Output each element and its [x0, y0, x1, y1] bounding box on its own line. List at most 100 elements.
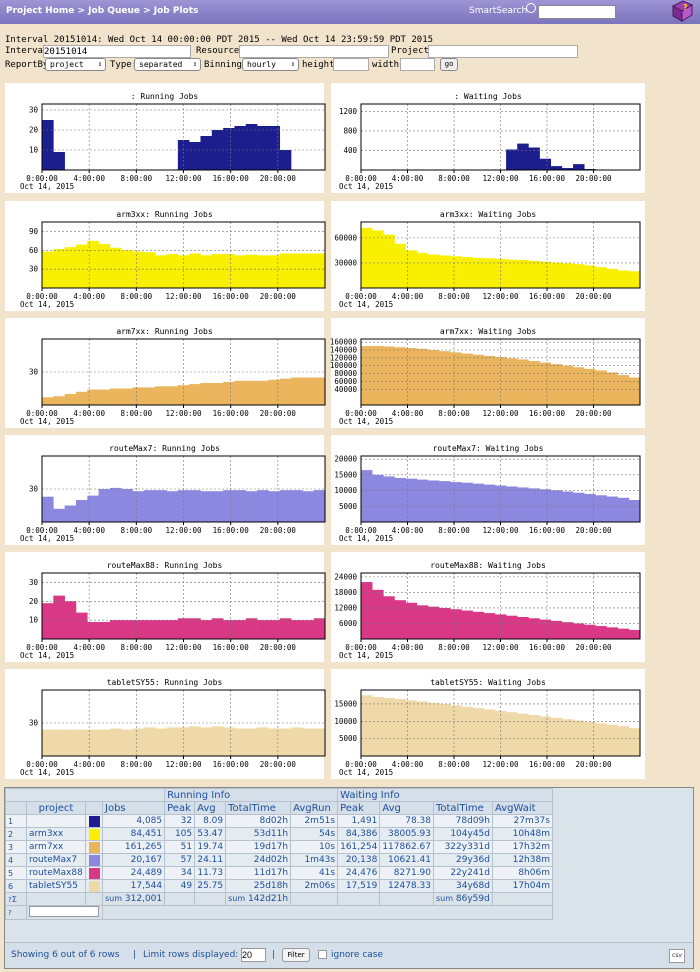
- ignore-case-checkbox[interactable]: [318, 950, 327, 959]
- chart-svg: 30 0:00:00 4:00:00 8:00:00 12:00:00 16:00:00 2…: [20, 338, 326, 426]
- project-cell[interactable]: [26, 814, 86, 828]
- smartsearch-input[interactable]: [538, 5, 616, 19]
- column-header-peak[interactable]: Peak: [164, 801, 196, 815]
- bar: [177, 618, 190, 639]
- help-book-icon[interactable]: ?: [670, 0, 694, 22]
- height-input[interactable]: [333, 58, 369, 71]
- bar: [245, 618, 258, 639]
- type-select[interactable]: separated ⇕: [134, 58, 201, 71]
- bar: [155, 490, 167, 522]
- x-date-label: Oct 14, 2015: [339, 768, 393, 777]
- project-cell[interactable]: arm7xx: [26, 840, 86, 854]
- projects-input[interactable]: [428, 45, 578, 58]
- project-cell[interactable]: tabletSY55: [26, 879, 86, 893]
- reportby-select[interactable]: project ⇕: [45, 58, 106, 71]
- table-row[interactable]: 3 arm7xx 161,265 51 19.74 19d17h 10s 161,254 117…: [5, 840, 553, 854]
- table-row[interactable]: 5 routeMax88 24,489 34 11.73 11d17h 41s 24,476 8…: [5, 866, 553, 880]
- column-header-jobs[interactable]: Jobs: [101, 801, 166, 815]
- bar: [279, 490, 292, 522]
- width-input[interactable]: [400, 58, 435, 71]
- x-tick-label: 8:00:00: [121, 292, 153, 301]
- jobs-cell: 4,085: [101, 814, 166, 828]
- bar: [189, 253, 201, 288]
- sum-row-blank-6: [491, 892, 553, 906]
- wavg-cell: 10621.41: [379, 853, 434, 867]
- bar: [517, 713, 529, 756]
- x-tick-label: 16:00:00: [529, 526, 566, 535]
- column-header-avg[interactable]: Avg: [194, 801, 227, 815]
- bar: [372, 474, 384, 522]
- bar: [268, 620, 281, 639]
- sum-row-blank-5: [379, 892, 434, 906]
- chart-title: tabletSY55: Waiting Jobs: [430, 678, 546, 687]
- plot-frame: [41, 689, 326, 757]
- bar: [64, 247, 77, 288]
- table-row[interactable]: 6 tabletSY55 17,544 49 25.75 25d18h 2m06s 17,51…: [5, 879, 553, 893]
- bar: [606, 268, 618, 288]
- peak-cell: 105: [164, 827, 196, 841]
- bar: [483, 484, 496, 522]
- table-group-header-row: Running Info Waiting Info: [4, 788, 553, 802]
- color-cell: [85, 840, 103, 854]
- column-header-totaltime[interactable]: TotalTime: [225, 801, 292, 815]
- bar: [313, 377, 326, 405]
- bar: [189, 490, 201, 522]
- y-tick-label: 160000: [330, 338, 358, 347]
- column-header-wait-totaltime[interactable]: TotalTime: [432, 801, 493, 815]
- csv-export-icon[interactable]: csv: [669, 949, 685, 963]
- totaltime-cell: 53d11h: [225, 827, 292, 841]
- bar: [166, 491, 179, 522]
- wavg-cell: 38005.93: [379, 827, 434, 841]
- filter-button[interactable]: Filter: [282, 948, 310, 962]
- sum-row-blank-1: [164, 892, 196, 906]
- bar: [313, 618, 326, 639]
- x-tick-label: 8:00:00: [438, 643, 470, 652]
- column-header-wait-peak[interactable]: Peak: [337, 801, 381, 815]
- resource-input[interactable]: [239, 45, 389, 58]
- project-cell[interactable]: routeMax88: [26, 866, 86, 880]
- x-tick-label: 12:00:00: [165, 760, 202, 769]
- chart-title: arm7xx: Running Jobs: [116, 327, 213, 336]
- limit-rows-input[interactable]: [241, 948, 266, 962]
- project-cell[interactable]: routeMax7: [26, 853, 86, 867]
- project-cell[interactable]: arm3xx: [26, 827, 86, 841]
- table-body: 1 4,085 32 8.09 8d02h 2m51s 1,491 78.38 78d09h 27…: [5, 814, 553, 893]
- plot-frame: [360, 221, 641, 289]
- table-row[interactable]: 1 4,085 32 8.09 8d02h 2m51s 1,491 78.38 78d09h 27…: [5, 814, 553, 828]
- bar: [42, 120, 54, 170]
- bar: [200, 491, 213, 522]
- y-tick-label: 10000: [334, 717, 357, 726]
- bar: [268, 491, 281, 522]
- interval-input[interactable]: [43, 45, 191, 58]
- column-header-wait-avg[interactable]: Avg: [379, 801, 434, 815]
- bar: [177, 727, 190, 756]
- y-tick-label: 90: [29, 227, 39, 236]
- project-filter-input[interactable]: [29, 906, 99, 917]
- bar: [617, 726, 630, 756]
- column-header-avgwait[interactable]: AvgWait: [491, 801, 553, 815]
- sum-row-blank-4: [337, 892, 381, 906]
- bar: [223, 490, 235, 522]
- bar: [405, 700, 418, 756]
- table-row[interactable]: 4 routeMax7 20,167 57 24.11 24d02h 1m43s 20,138…: [5, 853, 553, 867]
- bar: [268, 379, 281, 405]
- x-tick-label: 8:00:00: [438, 292, 470, 301]
- column-header-project[interactable]: project: [26, 801, 86, 815]
- chart-panel-arm7xx-waiting-jobs: arm7xx: Waiting Jobs 40000 60000 80000 10000…: [330, 318, 645, 428]
- x-tick-label: 12:00:00: [165, 174, 202, 183]
- binning-select[interactable]: hourly ⇕: [242, 58, 299, 71]
- bar: [98, 489, 111, 522]
- chart-panel-waiting-jobs: : Waiting Jobs 400 800 1200 0:00:00 4:00:00 8:…: [331, 83, 645, 193]
- breadcrumb[interactable]: Project Home > Job Queue > Job Plots: [6, 6, 199, 16]
- bar: [53, 396, 65, 405]
- y-tick-label: 10: [29, 616, 39, 625]
- table-row[interactable]: 2 arm3xx 84,451 105 53.47 53d11h 54s 84,386 3800…: [5, 827, 553, 841]
- bar: [427, 254, 440, 288]
- wtotaltime-cell: 322y331d: [432, 840, 493, 854]
- bar: [405, 250, 418, 288]
- bar: [121, 620, 133, 639]
- column-header-avgrun[interactable]: AvgRun: [290, 801, 339, 815]
- bar: [257, 727, 269, 756]
- avgrun-cell: 2m51s: [290, 814, 339, 828]
- go-button[interactable]: go: [440, 58, 458, 71]
